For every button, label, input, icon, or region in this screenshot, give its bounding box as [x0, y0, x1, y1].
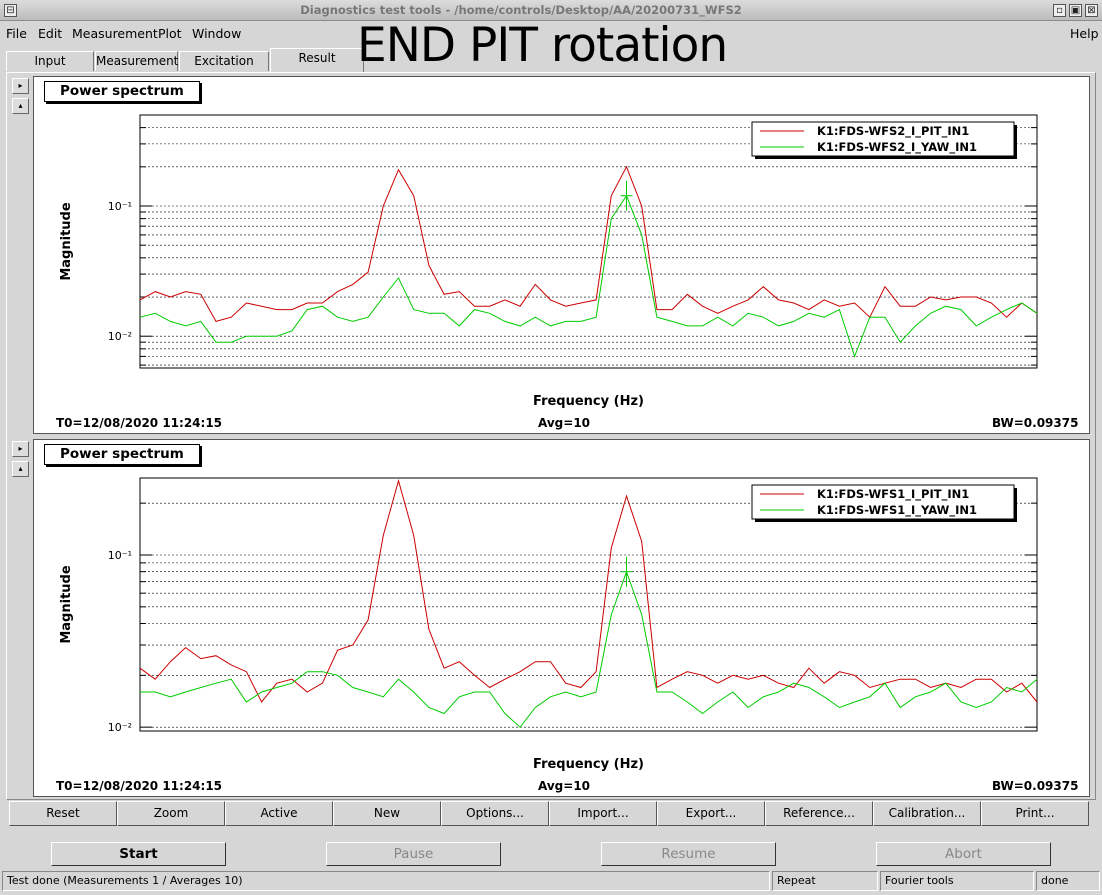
legend-entry: K1:FDS-WFS1_I_PIT_IN1 [817, 487, 969, 502]
status-mode: Repeat [772, 871, 878, 891]
y-axis-label: Magnitude [59, 202, 74, 281]
x-axis-label: Frequency (Hz) [533, 394, 644, 409]
abort-button[interactable]: Abort [876, 842, 1051, 866]
series-line-2 [140, 570, 1038, 728]
collapse-icon[interactable]: ▴ [12, 461, 29, 477]
window-title: Diagnostics test tools - /home/controls/… [300, 3, 742, 17]
maximize-icon[interactable]: ▣ [1069, 4, 1082, 17]
bw-label: BW=0.09375 [992, 416, 1079, 430]
status-state: done [1036, 871, 1100, 891]
print-button[interactable]: Print... [981, 801, 1089, 826]
plot-panel-1[interactable]: Power spectrum 10⁻¹ 10⁻² Frequency (Hz) Mag… [33, 76, 1090, 434]
y-tick-label: 10⁻² [108, 330, 132, 343]
import-button[interactable]: Import... [549, 801, 657, 826]
legend-box [751, 484, 1015, 520]
panel-label: Power spectrum [44, 81, 200, 102]
y-tick-label: 10⁻¹ [108, 549, 132, 562]
reference-button[interactable]: Reference... [765, 801, 873, 826]
minimize-icon[interactable]: ▫ [1053, 4, 1066, 17]
status-tool: Fourier tools [880, 871, 1034, 891]
plot-frame [139, 114, 1038, 369]
options-button[interactable]: Options... [441, 801, 549, 826]
expand-icon[interactable]: ▸ [12, 441, 29, 457]
new-button[interactable]: New [333, 801, 441, 826]
series-line-1 [139, 165, 1038, 322]
menu-help[interactable]: Help [1070, 26, 1099, 41]
power-spectrum-chart-1[interactable]: 10⁻¹ 10⁻² Frequency (Hz) Magnitude K1:FDS-WF… [34, 77, 1089, 433]
calibration-button[interactable]: Calibration... [873, 801, 981, 826]
resume-button[interactable]: Resume [601, 842, 776, 866]
window-menu-icon[interactable]: ⊟ [4, 4, 17, 17]
bw-label: BW=0.09375 [992, 779, 1079, 793]
reset-button[interactable]: Reset [9, 801, 117, 826]
close-icon[interactable]: ⊠ [1085, 4, 1098, 17]
pause-button[interactable]: Pause [326, 842, 501, 866]
x-axis-label: Frequency (Hz) [533, 757, 644, 772]
y-axis-label: Magnitude [59, 565, 74, 644]
tab-result[interactable]: Result [270, 48, 364, 72]
menu-file[interactable]: File [6, 26, 27, 41]
avg-label: Avg=10 [538, 779, 591, 793]
start-button[interactable]: Start [51, 842, 226, 866]
t0-label: T0=12/08/2020 11:24:15 [56, 416, 223, 430]
y-tick-label: 10⁻¹ [108, 200, 132, 213]
series-line-1 [139, 478, 1038, 703]
overlay-annotation: END PIT rotation [357, 18, 728, 73]
power-spectrum-chart-2[interactable]: 10⁻¹ 10⁻² Frequency (Hz) Magnitude K1:FDS-WF… [34, 440, 1089, 796]
menu-edit[interactable]: Edit [38, 26, 63, 41]
t0-label: T0=12/08/2020 11:24:15 [56, 779, 223, 793]
y-tick-label: 10⁻² [108, 721, 132, 734]
menu-window[interactable]: Window [192, 26, 242, 41]
plot-button-row: Reset Zoom Active New Options... Import.… [9, 801, 1089, 826]
active-button[interactable]: Active [225, 801, 333, 826]
tab-excitation[interactable]: Excitation [179, 51, 269, 71]
legend-entry: K1:FDS-WFS1_I_YAW_IN1 [817, 503, 977, 518]
menu-measurement[interactable]: Measurement [72, 26, 158, 41]
legend-entry: K1:FDS-WFS2_I_YAW_IN1 [817, 140, 977, 155]
series-line-2 [139, 194, 1038, 358]
panel-label: Power spectrum [44, 444, 200, 465]
result-frame [6, 72, 1096, 800]
tab-measurement[interactable]: Measurement [95, 51, 178, 71]
menu-bar: File Edit Measurement Plot Window Help [0, 22, 1102, 45]
avg-label: Avg=10 [538, 416, 591, 430]
collapse-icon[interactable]: ▴ [12, 98, 29, 114]
export-button[interactable]: Export... [657, 801, 765, 826]
status-main: Test done (Measurements 1 / Averages 10) [2, 871, 770, 891]
legend-entry: K1:FDS-WFS2_I_PIT_IN1 [817, 124, 969, 139]
menu-plot[interactable]: Plot [158, 26, 182, 41]
tab-input[interactable]: Input [6, 51, 94, 71]
title-bar: ⊟ Diagnostics test tools - /home/control… [0, 0, 1102, 21]
zoom-button[interactable]: Zoom [117, 801, 225, 826]
plot-frame [139, 477, 1038, 732]
expand-icon[interactable]: ▸ [12, 78, 29, 94]
legend-box [751, 121, 1015, 157]
plot-panel-2[interactable]: Power spectrum 10⁻¹ 10⁻² Frequency (Hz) Mag… [33, 439, 1090, 797]
